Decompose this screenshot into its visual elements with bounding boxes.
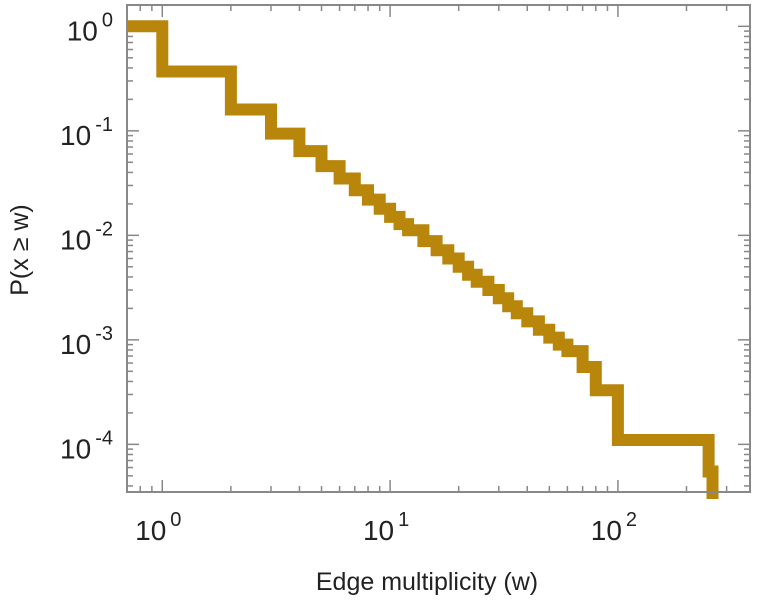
y-tick-label: 10 -1	[60, 114, 113, 151]
y-tick-label: 10 -4	[60, 427, 113, 464]
x-tick-label: 10 0	[135, 509, 181, 546]
x-axis-title: Edge multiplicity (w)	[316, 568, 538, 596]
y-tick-label: 10 0	[67, 9, 113, 46]
y-axis-title: P(x ≥ w)	[6, 204, 34, 296]
y-tick-label: 10 -3	[60, 323, 113, 360]
series-0-step-line	[127, 20, 719, 499]
y-tick-label: 10 -2	[60, 218, 113, 255]
plot-frame	[126, 4, 751, 493]
x-tick-label: 10 2	[591, 509, 637, 546]
x-tick-label: 10 1	[363, 509, 409, 546]
labels-layer: 10 0 10 1 10 2 10 0 10 -1 10 -2 10 -3 10 -4	[60, 9, 637, 546]
series-layer	[127, 20, 719, 499]
